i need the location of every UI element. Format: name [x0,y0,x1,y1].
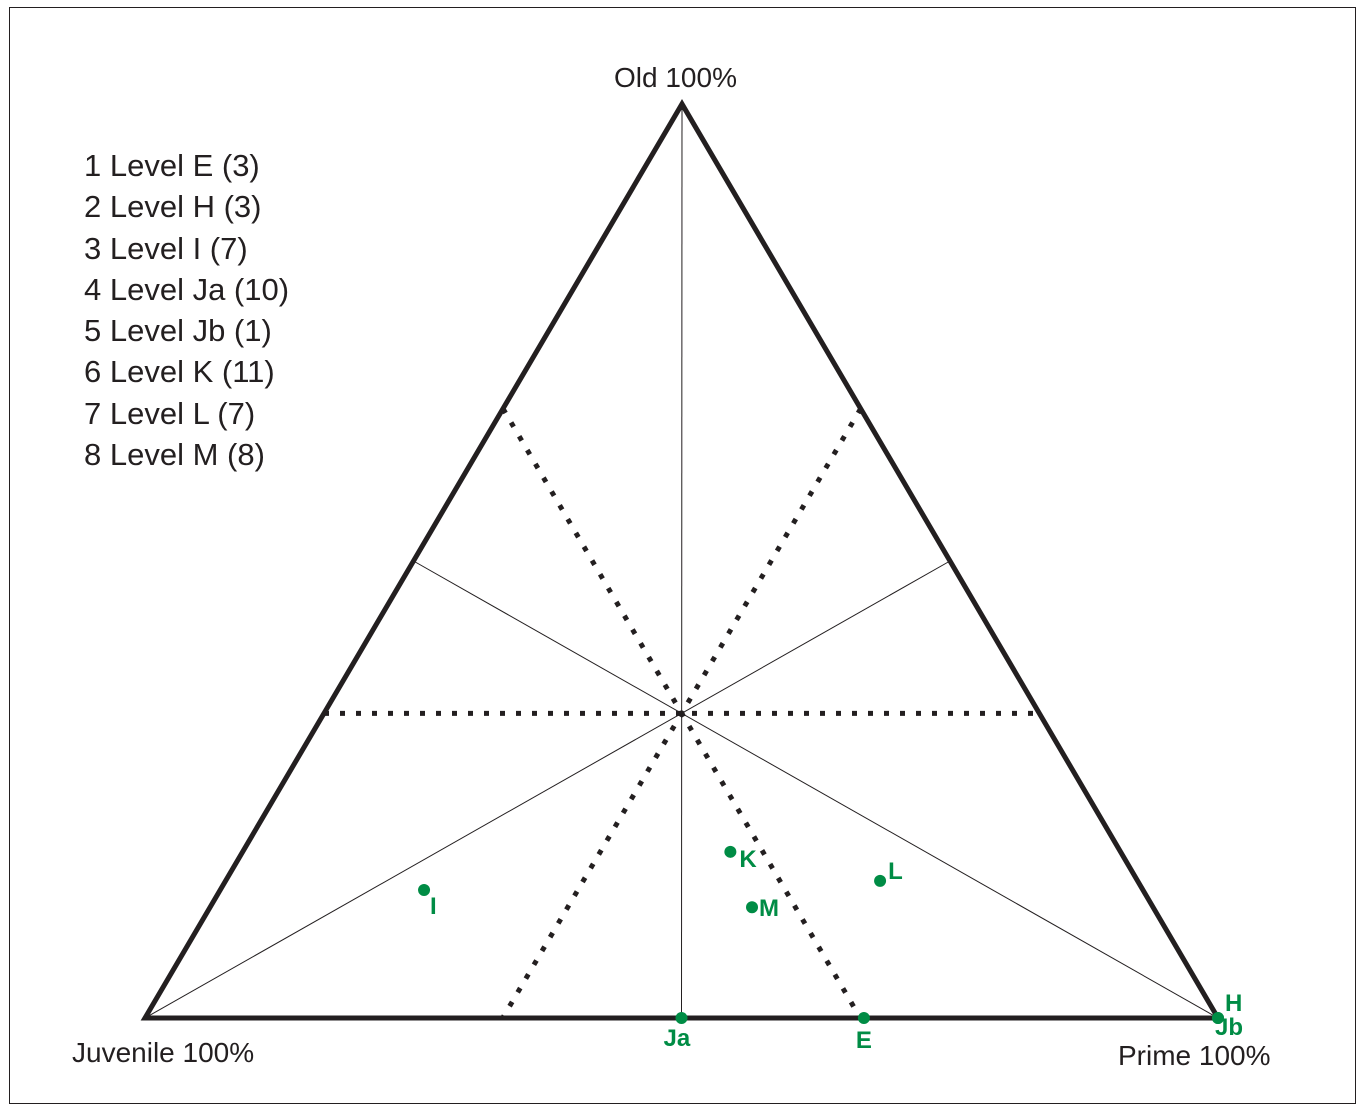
median-line-old [681,103,683,1019]
data-point-label: Ja [664,1025,691,1052]
central-zone-dotted-boundary [324,407,1040,1020]
legend-item: 2 Level H (3) [84,189,262,225]
data-point-label: H [1225,990,1242,1017]
data-point-l [874,874,887,887]
legend-item: 8 Level M (8) [84,437,265,473]
data-points: E H I Ja Jb K L M [418,845,1243,1054]
legend-item: 3 Level I (7) [84,230,248,266]
data-point-m [746,901,759,914]
data-point-label: I [430,893,437,920]
legend-item: 1 Level E (3) [84,148,260,183]
data-point-label: L [888,858,903,885]
data-point-label: Jb [1215,1014,1243,1041]
data-point-k [724,845,737,858]
vertex-label-old: Old 100% [614,62,737,93]
data-point-e [857,1012,870,1024]
legend: 1 Level E (3) 2 Level H (3) 3 Level I (7… [84,145,289,475]
data-point-jb [1212,1012,1224,1024]
data-point-label: K [739,846,757,873]
centroid-dot [678,710,685,717]
legend-item: 6 Level K (11) [84,354,275,390]
vertex-label-juvenile: Juvenile 100% [72,1037,255,1068]
data-point-label: M [759,895,779,922]
median-lines [144,103,1219,1019]
data-point-ja [675,1012,688,1024]
data-point-i [418,884,431,897]
legend-item: 5 Level Jb (1) [84,313,272,349]
legend-item: 4 Level Ja (10) [84,271,290,307]
vertex-label-prime: Prime 100% [1118,1040,1271,1071]
median-line-prime [413,560,1219,1019]
data-point-label: E [856,1027,872,1054]
median-line-juvenile [144,560,951,1019]
legend-item: 7 Level L (7) [84,395,256,431]
